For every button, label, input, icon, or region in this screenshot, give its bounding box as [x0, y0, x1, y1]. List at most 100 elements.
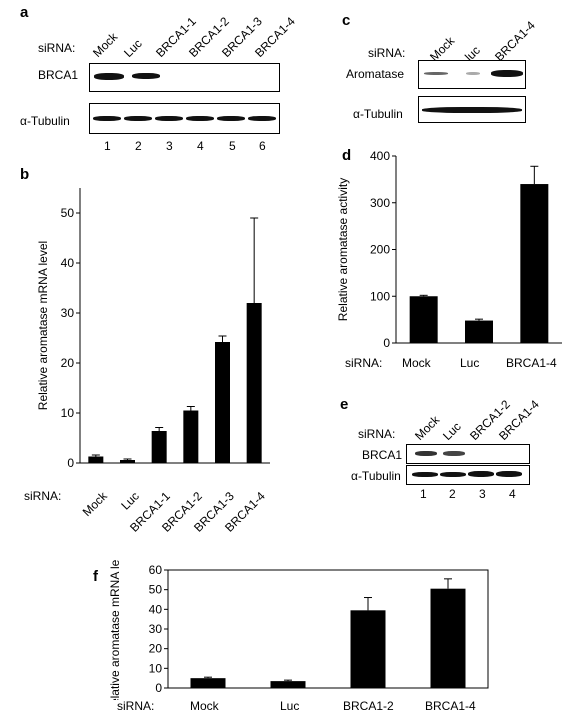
- panel-f-cat-brca1-4: BRCA1-4: [425, 699, 476, 713]
- panel-e-brca1-blot: [406, 444, 530, 464]
- chart-d-bar: [520, 184, 549, 343]
- chart-b-bar: [88, 456, 104, 463]
- band: [94, 73, 124, 80]
- chart-f-y-tick-label: 30: [149, 622, 163, 636]
- panel-a-lane-number: 1: [104, 139, 111, 153]
- band: [440, 472, 466, 477]
- chart-b-y-tick-label: 0: [67, 456, 74, 470]
- panel-a-row-brca1: BRCA1: [38, 68, 79, 82]
- chart-b-x-tick-label: 2: [124, 469, 131, 470]
- panel-e-lane-mock: Mock: [412, 412, 443, 443]
- chart-b-y-axis-title: Relative aromatase mRNA level: [36, 241, 50, 410]
- band: [248, 116, 276, 121]
- panel-d-label: d: [342, 147, 352, 164]
- chart-b-y-tick-label: 20: [61, 356, 75, 370]
- chart-b-x-tick-label: 6: [251, 469, 258, 470]
- panel-c-lane-brca1-4: BRCA1-4: [492, 18, 538, 64]
- chart-d-y-axis-title: Relative aromatase activity: [336, 178, 350, 321]
- band: [132, 73, 160, 79]
- panel-f-label: f: [93, 568, 98, 585]
- chart-f-y-tick-label: 50: [149, 583, 163, 597]
- chart-b-y-tick-label: 50: [61, 206, 75, 220]
- chart-f-y-axis-title: Relative aromatase mRNA level: [108, 560, 122, 700]
- chart-b-x-tick-label: 1: [92, 469, 99, 470]
- chart-d-bar: [465, 320, 493, 343]
- panel-a-brca1-blot: [89, 63, 280, 92]
- panel-a-lane-mock: Mock: [90, 29, 121, 60]
- chart-d-y-tick-label: 0: [383, 336, 390, 350]
- panel-e-lane-number: 3: [479, 487, 486, 501]
- panel-f-cat-brca1-2: BRCA1-2: [343, 699, 394, 713]
- chart-f-bar: [270, 681, 306, 688]
- panel-e-lane-luc: Luc: [440, 419, 464, 443]
- panel-e-tubulin-blot: [406, 465, 530, 485]
- panel-f-sirna-label: siRNA:: [117, 699, 155, 713]
- panel-a-lane-luc: Luc: [121, 36, 145, 60]
- chart-f-y-tick-label: 40: [149, 602, 163, 616]
- panel-c-sirna-label: siRNA:: [368, 46, 406, 60]
- band: [415, 451, 437, 456]
- panel-b-chart: 0 10 20 30 40 50 Relative aromatase mRNA level…: [36, 188, 270, 470]
- panel-f-cat-luc: Luc: [280, 699, 300, 713]
- band: [422, 107, 522, 113]
- chart-b-bar: [215, 342, 230, 463]
- chart-d-bar: [409, 296, 438, 343]
- panel-a-lane-number: 5: [229, 139, 236, 153]
- chart-b-y-tick-label: 30: [61, 306, 75, 320]
- panel-a-tubulin-blot: [89, 103, 280, 134]
- band: [155, 116, 183, 121]
- band: [186, 116, 214, 121]
- band: [466, 72, 480, 75]
- chart-f-bar: [190, 678, 226, 688]
- panel-a-sirna-label: siRNA:: [38, 41, 76, 55]
- chart-f-bar: [350, 610, 386, 688]
- band: [217, 116, 245, 121]
- panel-d-cat-mock: Mock: [402, 356, 431, 370]
- band: [412, 472, 438, 477]
- chart-b-bar: [151, 431, 167, 463]
- chart-b-x-tick-label: 3: [156, 469, 163, 470]
- panel-b-label: b: [20, 166, 30, 183]
- band: [491, 70, 523, 77]
- panel-e-label: e: [340, 396, 349, 413]
- chart-d-y-tick-label: 100: [370, 289, 390, 303]
- panel-d-cat-luc: Luc: [460, 356, 480, 370]
- band: [424, 72, 448, 75]
- panel-a-lane-number: 3: [166, 139, 173, 153]
- panel-e-lane-number: 4: [509, 487, 516, 501]
- panel-a-lane-number: 4: [197, 139, 204, 153]
- panel-a-row-tubulin: α-Tubulin: [20, 114, 70, 128]
- chart-f-y-tick-label: 10: [149, 661, 163, 675]
- band: [93, 116, 121, 121]
- panel-c-row-aromatase: Aromatase: [346, 67, 405, 81]
- panel-e-row-brca1: BRCA1: [362, 448, 403, 462]
- chart-b-x-tick-label: 4: [187, 469, 194, 470]
- chart-f-bar: [430, 588, 466, 688]
- chart-b-bar: [246, 303, 262, 463]
- chart-d-y-tick-label: 400: [370, 149, 390, 163]
- chart-d-y-tick-label: 300: [370, 196, 390, 210]
- panel-d-cat-brca1-4: BRCA1-4: [506, 356, 557, 370]
- band: [496, 471, 522, 477]
- panel-d-chart: 0 100 200 300 400 Relative aromatase activity: [336, 149, 562, 350]
- panel-e-lane-number: 2: [449, 487, 456, 501]
- panel-e-sirna-label: siRNA:: [358, 427, 396, 441]
- panel-a-lane-number: 6: [259, 139, 266, 153]
- chart-b-y-tick-label: 10: [61, 406, 75, 420]
- band: [124, 116, 152, 121]
- panel-c-aromatase-blot: [418, 60, 526, 89]
- chart-b-x-tick-label: 5: [219, 469, 226, 470]
- panel-f-cat-mock: Mock: [190, 699, 219, 713]
- band: [443, 451, 465, 456]
- panel-a-lane-number: 2: [135, 139, 142, 153]
- panel-e-row-tubulin: α-Tubulin: [351, 469, 401, 483]
- panel-d-sirna-label: siRNA:: [345, 356, 383, 370]
- chart-f-y-tick-label: 60: [149, 563, 163, 577]
- chart-b-y-tick-label: 40: [61, 256, 75, 270]
- panel-f-chart: 0 10 20 30 40 50 60 Relative aromatase mRNA lev…: [108, 560, 489, 700]
- panel-a-label: a: [20, 4, 29, 21]
- chart-b-bar: [120, 460, 135, 463]
- panel-c-tubulin-blot: [418, 96, 526, 123]
- panel-b-sirna-label: siRNA:: [24, 489, 62, 503]
- chart-f-y-tick-label: 0: [155, 681, 162, 695]
